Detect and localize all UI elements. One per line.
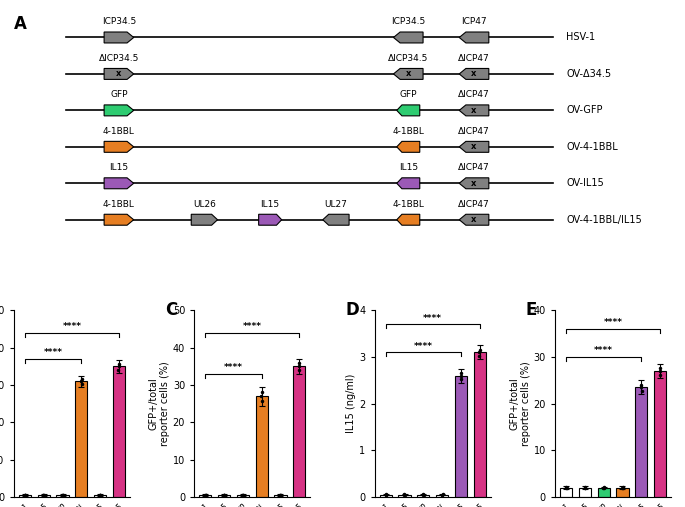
Text: ΔICP34.5: ΔICP34.5 (388, 54, 428, 63)
Y-axis label: GFP+/total
reporter cells (%): GFP+/total reporter cells (%) (149, 361, 170, 446)
Text: OV-4-1BBL: OV-4-1BBL (566, 142, 618, 152)
Bar (473, 352, 486, 497)
Bar (94, 495, 106, 497)
Y-axis label: IL15 (ng/ml): IL15 (ng/ml) (347, 374, 356, 433)
Bar (237, 495, 249, 497)
Text: x: x (406, 69, 411, 79)
Text: IL15: IL15 (399, 163, 418, 172)
Text: ****: **** (242, 322, 262, 331)
Text: E: E (526, 301, 537, 319)
Polygon shape (393, 32, 423, 43)
Text: 4-1BBL: 4-1BBL (393, 200, 424, 208)
Text: ICP34.5: ICP34.5 (391, 17, 425, 26)
Bar (455, 376, 467, 497)
Y-axis label: GFP+/total
reporter cells (%): GFP+/total reporter cells (%) (509, 361, 531, 446)
Text: ΔICP47: ΔICP47 (458, 163, 490, 172)
Text: OV-GFP: OV-GFP (566, 105, 603, 116)
Polygon shape (459, 214, 489, 225)
Text: x: x (471, 69, 477, 79)
Bar (293, 367, 306, 497)
Polygon shape (459, 105, 489, 116)
Polygon shape (104, 178, 134, 189)
Text: A: A (14, 15, 27, 32)
Text: x: x (471, 142, 477, 151)
Polygon shape (397, 141, 420, 152)
Text: UL26: UL26 (193, 200, 216, 208)
Polygon shape (459, 141, 489, 152)
Text: IL15: IL15 (260, 200, 279, 208)
Polygon shape (393, 68, 423, 80)
Text: ΔICP47: ΔICP47 (458, 200, 490, 208)
Polygon shape (397, 178, 420, 189)
Bar (379, 494, 392, 497)
Bar (616, 488, 629, 497)
Bar (218, 495, 230, 497)
Text: 4-1BBL: 4-1BBL (103, 200, 135, 208)
Polygon shape (104, 68, 134, 80)
Text: ΔICP47: ΔICP47 (458, 127, 490, 136)
Text: ****: **** (594, 346, 613, 355)
Polygon shape (397, 105, 420, 116)
Polygon shape (104, 32, 134, 43)
Text: OV-Δ34.5: OV-Δ34.5 (566, 69, 611, 79)
Bar (199, 495, 212, 497)
Polygon shape (459, 178, 489, 189)
Polygon shape (459, 32, 489, 43)
Polygon shape (191, 214, 218, 225)
Text: ****: **** (603, 318, 623, 327)
Polygon shape (397, 214, 420, 225)
Polygon shape (104, 105, 134, 116)
Text: 4-1BBL: 4-1BBL (103, 127, 135, 136)
Text: ΔICP47: ΔICP47 (458, 54, 490, 63)
Bar (275, 495, 286, 497)
Text: OV-IL15: OV-IL15 (566, 178, 604, 188)
Bar (635, 387, 647, 497)
Text: ICP47: ICP47 (461, 17, 487, 26)
Bar (19, 495, 31, 497)
Text: UL27: UL27 (325, 200, 347, 208)
Text: ΔICP47: ΔICP47 (458, 90, 490, 99)
Bar (256, 396, 268, 497)
Polygon shape (104, 214, 134, 225)
Bar (597, 488, 610, 497)
Bar (436, 494, 448, 497)
Text: GFP: GFP (110, 90, 127, 99)
Bar (579, 488, 591, 497)
Text: 4-1BBL: 4-1BBL (393, 127, 424, 136)
Bar (417, 494, 429, 497)
Bar (399, 494, 410, 497)
Bar (75, 381, 88, 497)
Polygon shape (104, 141, 134, 152)
Text: ****: **** (224, 363, 243, 372)
Text: ****: **** (423, 313, 443, 322)
Text: ICP34.5: ICP34.5 (102, 17, 136, 26)
Bar (560, 488, 572, 497)
Text: GFP: GFP (399, 90, 417, 99)
Text: C: C (165, 301, 177, 319)
Text: x: x (471, 106, 477, 115)
Text: OV-4-1BBL/IL15: OV-4-1BBL/IL15 (566, 215, 642, 225)
Text: ****: **** (44, 348, 62, 357)
Text: ΔICP34.5: ΔICP34.5 (99, 54, 139, 63)
Text: x: x (471, 179, 477, 188)
Bar (56, 495, 68, 497)
Text: x: x (471, 215, 477, 224)
Polygon shape (459, 68, 489, 80)
Polygon shape (323, 214, 349, 225)
Text: IL15: IL15 (110, 163, 129, 172)
Text: ****: **** (414, 342, 433, 350)
Polygon shape (259, 214, 282, 225)
Text: ****: **** (62, 322, 82, 331)
Bar (38, 495, 50, 497)
Text: x: x (116, 69, 122, 79)
Text: D: D (345, 301, 359, 319)
Bar (654, 371, 666, 497)
Bar (113, 367, 125, 497)
Text: HSV-1: HSV-1 (566, 32, 595, 43)
